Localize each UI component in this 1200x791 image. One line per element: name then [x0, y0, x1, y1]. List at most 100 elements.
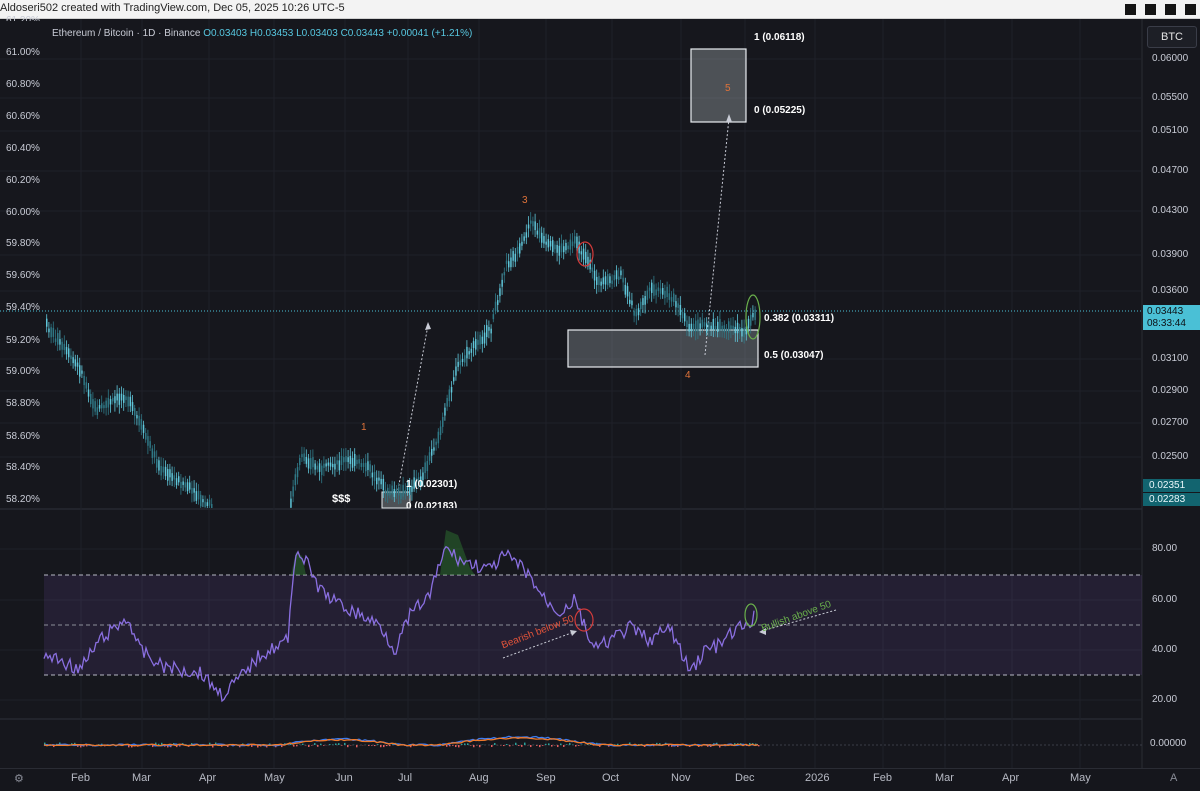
- candle: [147, 436, 149, 446]
- candle: [567, 246, 569, 249]
- candle: [374, 472, 376, 481]
- pane-divider[interactable]: [0, 508, 1142, 510]
- candle: [666, 287, 668, 297]
- candle: [739, 327, 741, 332]
- auto-scale-icon[interactable]: A: [1170, 772, 1177, 784]
- candle: [559, 246, 561, 256]
- candle: [523, 236, 525, 240]
- projection-arrow[interactable]: [398, 325, 428, 490]
- pane-divider[interactable]: [0, 718, 1142, 720]
- right-axis-label: 0.03100: [1152, 353, 1188, 364]
- fib-level-05: 0.5 (0.03047): [764, 350, 824, 361]
- candle: [53, 328, 55, 337]
- candle: [574, 236, 576, 243]
- candle: [680, 305, 682, 315]
- wave-label-5[interactable]: 5: [725, 83, 731, 94]
- candle: [94, 401, 96, 411]
- candle: [114, 396, 116, 403]
- candle: [570, 240, 572, 250]
- candle: [306, 457, 308, 464]
- wave-label-3[interactable]: 3: [522, 195, 528, 206]
- candle: [446, 398, 448, 407]
- liquidity-label[interactable]: $$$: [332, 493, 350, 505]
- fib-target-box[interactable]: [691, 49, 746, 122]
- settings-icon[interactable]: ⚙: [14, 772, 24, 785]
- wave-label-4[interactable]: 4: [685, 370, 691, 381]
- candle: [532, 221, 534, 226]
- candle: [607, 274, 609, 285]
- time-axis-label: Feb: [873, 772, 892, 784]
- candle: [376, 478, 378, 485]
- candle: [752, 313, 754, 317]
- candle: [145, 433, 147, 440]
- candle: [537, 231, 539, 235]
- candle: [125, 396, 127, 400]
- candle: [506, 261, 508, 264]
- left-axis-label: 61.00%: [6, 47, 40, 58]
- currency-button[interactable]: BTC: [1147, 26, 1197, 48]
- candle: [198, 491, 200, 500]
- candle: [539, 228, 541, 238]
- candle: [440, 426, 442, 435]
- candle: [101, 403, 103, 408]
- candle: [726, 328, 728, 331]
- left-axis-label: 58.20%: [6, 494, 40, 505]
- candle: [466, 347, 468, 358]
- wave-label-1[interactable]: 1: [361, 422, 367, 433]
- candle: [356, 460, 358, 464]
- candle: [477, 340, 479, 345]
- candle: [108, 398, 110, 408]
- left-axis-label: 58.60%: [6, 431, 40, 442]
- candle: [462, 359, 464, 362]
- candle: [671, 297, 673, 301]
- change-value: +0.00041 (+1.21%): [387, 28, 473, 39]
- symbol-legend[interactable]: Ethereum / Bitcoin · 1D · Binance O0.034…: [52, 28, 472, 39]
- candle: [200, 495, 202, 507]
- candle: [517, 247, 519, 254]
- right-axis-label: 0.04700: [1152, 165, 1188, 176]
- fib-level-1-top: 1 (0.06118): [754, 32, 805, 43]
- candle: [57, 333, 59, 345]
- candle: [457, 362, 459, 367]
- fib-support-box[interactable]: [568, 330, 758, 367]
- candle: [748, 319, 750, 329]
- candle: [603, 277, 605, 284]
- candle: [50, 327, 52, 337]
- candle: [660, 288, 662, 293]
- left-axis-label: 58.40%: [6, 462, 40, 473]
- candle: [550, 241, 552, 247]
- candle: [372, 473, 374, 478]
- candle: [669, 293, 671, 300]
- candle: [596, 277, 598, 285]
- candle: [352, 458, 354, 468]
- signal-line[interactable]: [44, 738, 758, 746]
- candle: [651, 283, 653, 293]
- candle: [141, 419, 143, 429]
- candle: [160, 466, 162, 476]
- candle: [715, 326, 717, 330]
- candle: [339, 460, 341, 470]
- candle: [385, 490, 387, 494]
- candle: [620, 271, 622, 276]
- candle: [429, 452, 431, 461]
- right-axis-label: 0.04300: [1152, 205, 1188, 216]
- candle: [490, 329, 492, 334]
- close-value: C0.03443: [341, 28, 384, 39]
- candle: [662, 288, 664, 295]
- time-axis-label: Feb: [71, 772, 90, 784]
- candle: [158, 460, 160, 470]
- left-axis-label: 59.20%: [6, 335, 40, 346]
- time-axis-label: May: [1070, 772, 1091, 784]
- candle: [383, 479, 385, 490]
- candle: [290, 499, 292, 508]
- candle: [334, 464, 336, 470]
- fib-level-0382: 0.382 (0.03311): [764, 313, 834, 324]
- candle: [728, 321, 730, 332]
- candle: [693, 324, 695, 332]
- candle: [563, 246, 565, 252]
- candle: [398, 487, 400, 495]
- candle: [83, 376, 85, 385]
- candle: [658, 287, 660, 291]
